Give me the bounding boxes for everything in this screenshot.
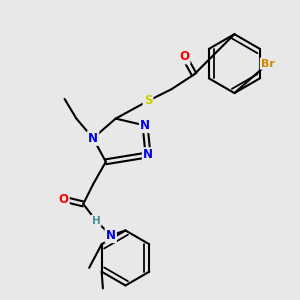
Text: S: S — [144, 94, 152, 107]
Text: N: N — [140, 119, 150, 132]
Text: N: N — [106, 229, 116, 242]
Text: O: O — [179, 50, 189, 63]
Text: O: O — [58, 193, 69, 206]
Text: N: N — [88, 132, 98, 145]
Text: N: N — [143, 148, 153, 161]
Text: Br: Br — [261, 58, 275, 69]
Text: H: H — [92, 216, 100, 226]
